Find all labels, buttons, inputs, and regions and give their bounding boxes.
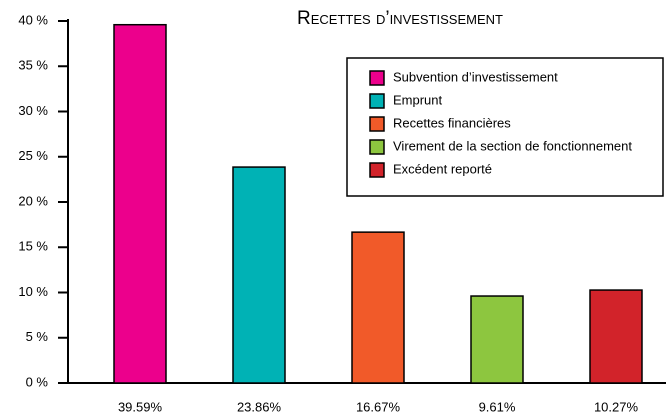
- chart-title: Recettes d’investissement: [297, 8, 503, 29]
- legend-swatch: [369, 162, 385, 178]
- bar: [470, 295, 524, 384]
- legend-label: Excédent reporté: [393, 161, 492, 176]
- bar: [113, 23, 167, 384]
- y-tick-label: 35 %: [18, 58, 48, 73]
- legend-label: Recettes financières: [393, 115, 511, 130]
- bar: [232, 166, 286, 384]
- legend-swatch: [369, 139, 385, 155]
- y-tick-label: 30 %: [18, 103, 48, 118]
- data-label: 10.27%: [594, 399, 639, 414]
- data-label: 39.59%: [118, 399, 163, 414]
- y-tick-label: 20 %: [18, 193, 48, 208]
- legend-label: Emprunt: [393, 92, 443, 107]
- legend-swatch: [369, 116, 385, 132]
- bar: [351, 231, 405, 384]
- legend-swatch: [369, 93, 385, 109]
- y-tick-label: 15 %: [18, 239, 48, 254]
- legend-label: Virement de la section de fonctionnement: [393, 138, 632, 153]
- y-tick-label: 40 %: [18, 12, 48, 27]
- y-tick-label: 0 %: [26, 374, 49, 389]
- data-label: 16.67%: [356, 399, 401, 414]
- y-tick-label: 5 %: [26, 329, 49, 344]
- data-label: 23.86%: [237, 399, 282, 414]
- bar: [589, 289, 643, 384]
- legend-swatch: [369, 70, 385, 86]
- data-label: 9.61%: [479, 399, 516, 414]
- legend-box: [346, 57, 664, 197]
- legend-label: Subvention d’investissement: [393, 69, 558, 84]
- y-tick-label: 25 %: [18, 148, 48, 163]
- y-tick-label: 10 %: [18, 284, 48, 299]
